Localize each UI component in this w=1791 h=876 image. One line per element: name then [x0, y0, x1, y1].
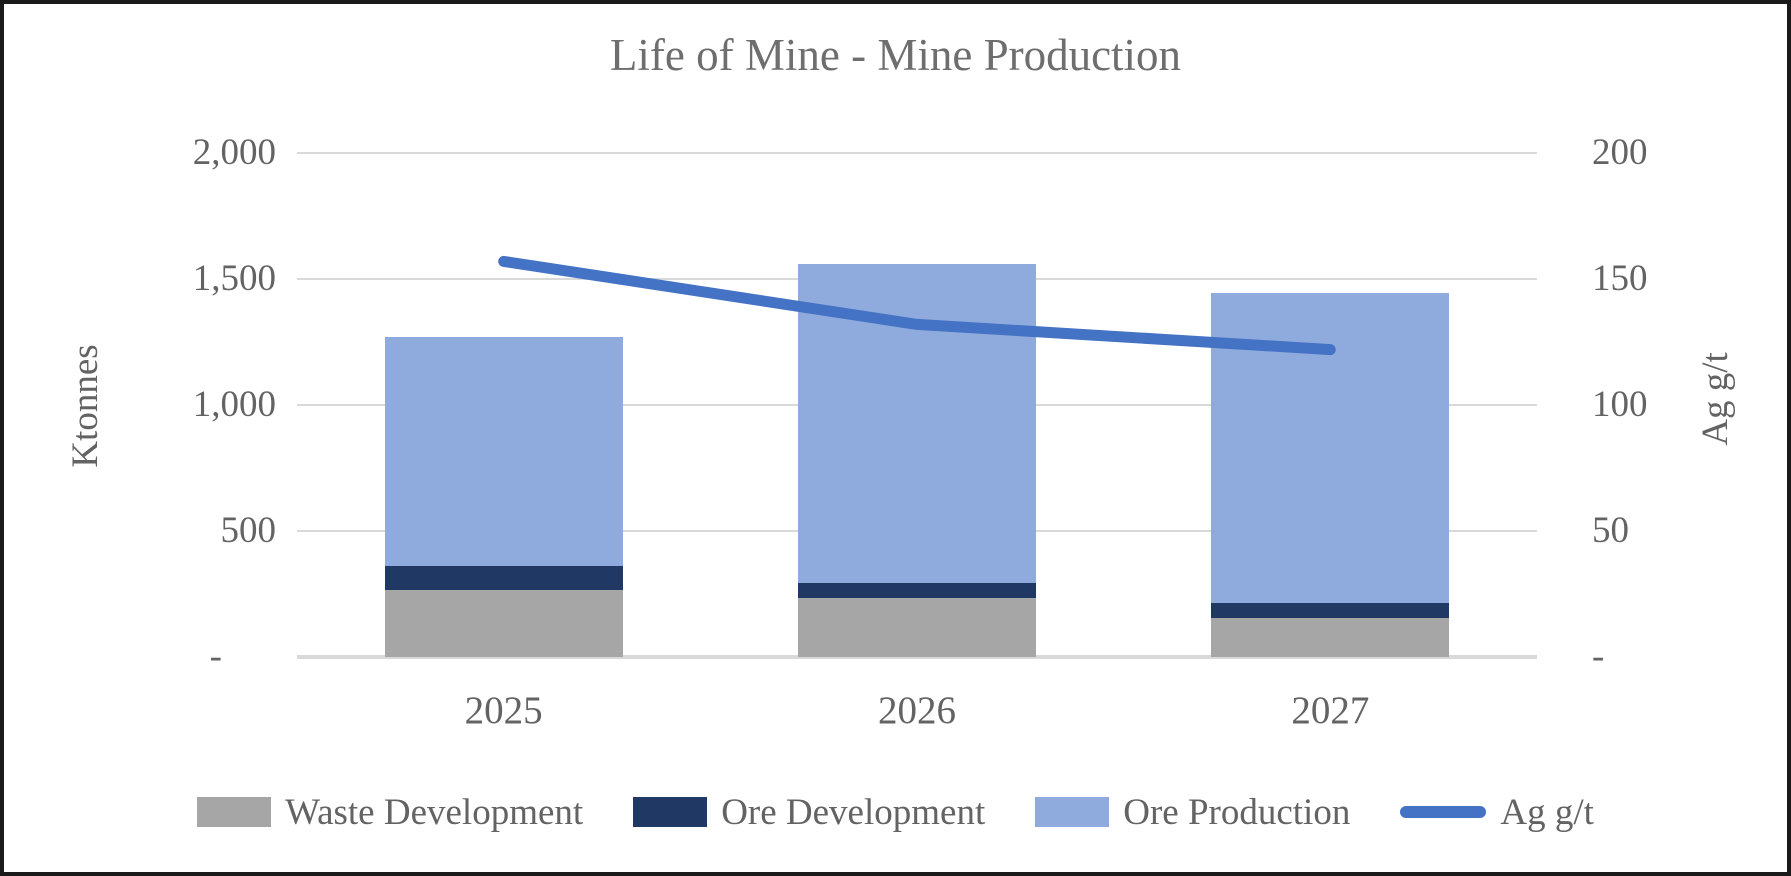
category-label-2027: 2027 [1291, 689, 1370, 732]
right-axis-tick-label: 50 [1592, 510, 1629, 551]
left-axis-tick-label: - [209, 636, 222, 677]
legend-item-ore-production: Ore Production [1035, 791, 1350, 834]
bar-segment-waste-development-2027 [1211, 617, 1450, 657]
legend-item-waste-development: Waste Development [197, 791, 583, 834]
bar-segment-ore-development-2027 [1211, 602, 1450, 618]
right-axis-tick-label: 200 [1592, 132, 1648, 173]
legend-label: Ag g/t [1500, 791, 1594, 833]
bar-segment-ore-production-2026 [798, 263, 1036, 583]
chart-title: Life of Mine - Mine Production [609, 30, 1182, 80]
left-axis-tick-label: 1,500 [192, 258, 276, 299]
right-axis-tick-label: 100 [1592, 384, 1648, 425]
category-label-2025: 2025 [464, 689, 543, 732]
legend-line-swatch-icon [1400, 806, 1487, 818]
left-axis-tick-label: 1,000 [192, 384, 276, 425]
legend-label: Ore Development [721, 791, 986, 833]
x-axis-line [297, 655, 1537, 659]
legend-item-ag-gt: Ag g/t [1400, 791, 1594, 834]
plot-area [297, 152, 1537, 659]
bar-segment-ore-development-2026 [798, 582, 1036, 598]
right-axis-tick-label: 150 [1592, 258, 1648, 299]
legend-swatch-icon [633, 797, 708, 827]
right-axis-tick-label: - [1592, 636, 1605, 677]
bar-segment-waste-development-2025 [384, 590, 623, 657]
bar-segment-ore-production-2027 [1211, 292, 1450, 603]
legend: Waste Development Ore Development Ore Prod… [4, 780, 1787, 844]
left-axis-tick-label: 2,000 [192, 132, 276, 173]
legend-item-ore-development: Ore Development [633, 791, 985, 834]
bar-segment-waste-development-2026 [798, 597, 1036, 657]
bar-segment-ore-development-2025 [384, 566, 623, 591]
legend-label: Waste Development [285, 791, 584, 833]
legend-label: Ore Production [1123, 791, 1351, 833]
legend-swatch-icon [197, 797, 272, 827]
left-axis-tick-label: 500 [220, 510, 277, 551]
left-axis-title: Ktonnes [65, 344, 106, 468]
legend-swatch-icon [1035, 797, 1110, 827]
gridline [297, 152, 1537, 154]
bar-segment-ore-production-2025 [384, 336, 623, 567]
category-label-2026: 2026 [878, 689, 956, 732]
